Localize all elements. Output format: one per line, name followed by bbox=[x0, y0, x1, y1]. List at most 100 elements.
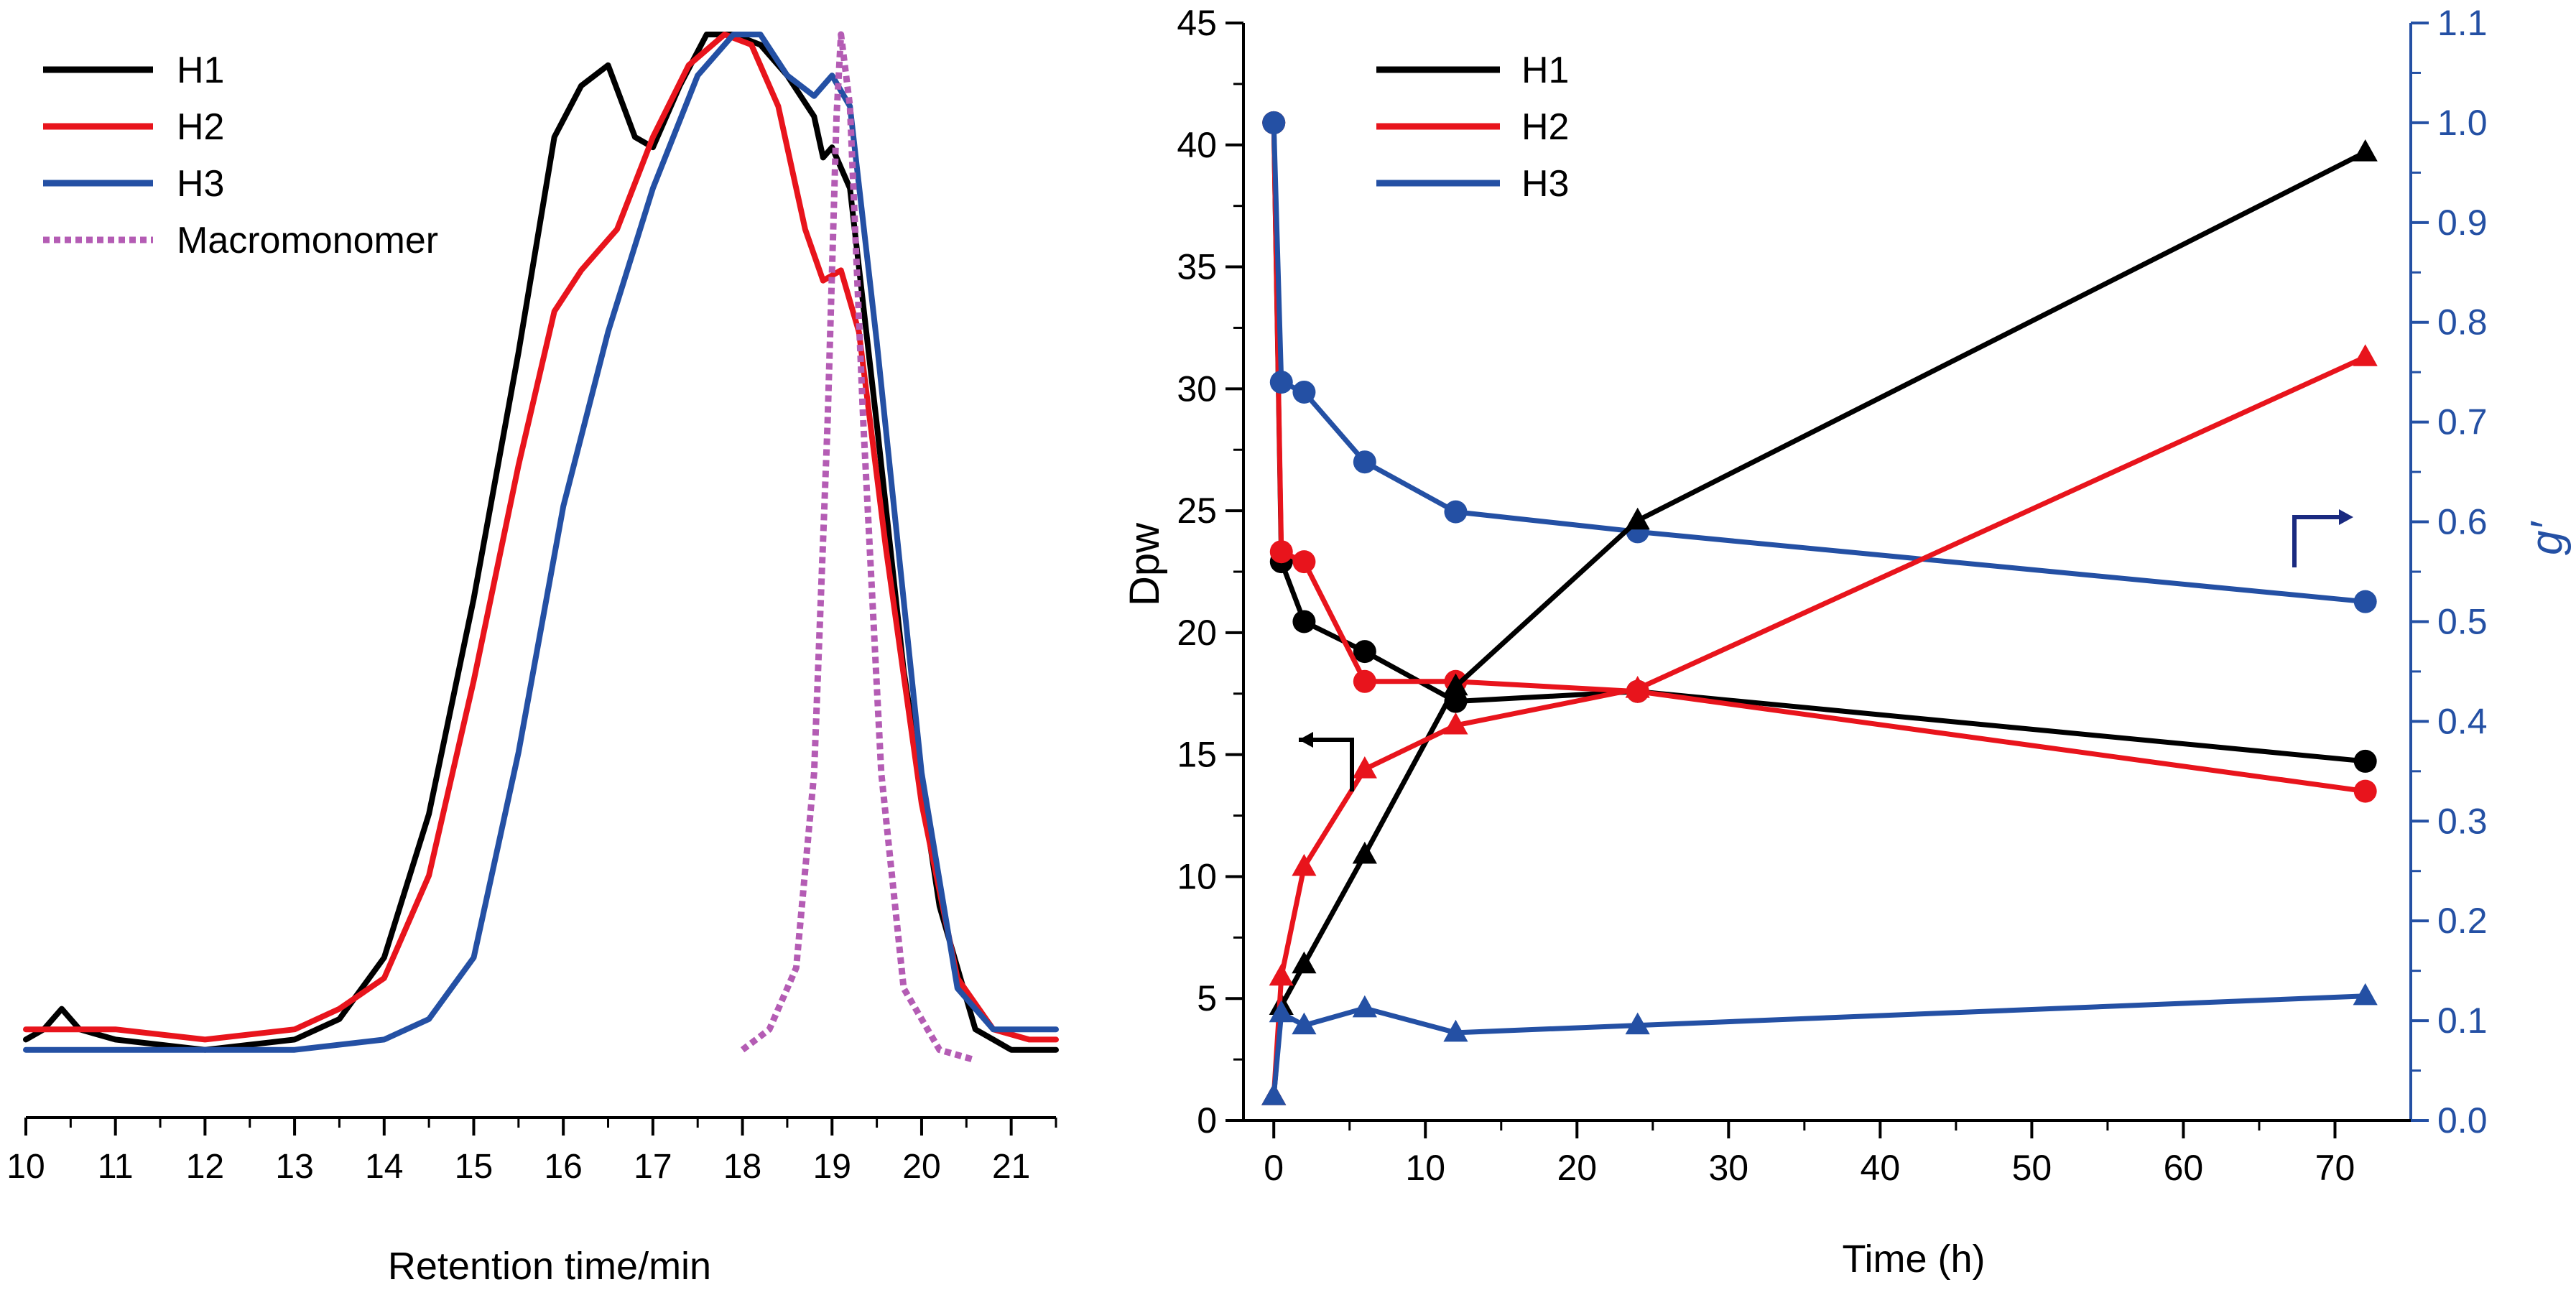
right-marker-triangle-h3 bbox=[2353, 983, 2378, 1006]
left-x-tick-label: 11 bbox=[98, 1148, 134, 1186]
left-x-tick-label: 15 bbox=[455, 1148, 493, 1186]
left-series-line-h3 bbox=[23, 32, 1059, 1053]
right-right-y-tick-label: 0.0 bbox=[2437, 1100, 2488, 1141]
left-axis-arrowhead bbox=[1299, 732, 1313, 748]
right-x-tick-label: 10 bbox=[1405, 1148, 1445, 1188]
left-x-axis: 10 11 12 13 14 15 16 17 18 19 20 21 bbox=[6, 1116, 1057, 1186]
right-left-y-tick-label: 45 bbox=[1177, 3, 1217, 43]
right-marker-triangle-h2 bbox=[1269, 963, 1294, 986]
right-right-y-tick-label: 1.0 bbox=[2437, 103, 2488, 143]
right-marker-circle-h3 bbox=[1353, 450, 1376, 474]
right-right-y-tick-label: 0.7 bbox=[2437, 402, 2488, 442]
right-x-tick-label: 40 bbox=[1861, 1148, 1901, 1188]
right-legend-label-h1: H1 bbox=[1521, 50, 1569, 91]
left-x-tick-label: 16 bbox=[544, 1148, 582, 1186]
right-marker-triangle-h2 bbox=[1443, 712, 1468, 735]
right-marker-triangle-h2 bbox=[2353, 344, 2378, 366]
left-x-tick-label: 17 bbox=[634, 1148, 672, 1186]
right-marker-triangle-h3 bbox=[1292, 1012, 1317, 1035]
right-marker-triangle-h3 bbox=[1443, 1019, 1468, 1042]
left-x-axis-label: Retention time/min bbox=[388, 1245, 711, 1288]
right-marker-circle-h3 bbox=[1269, 371, 1293, 394]
right-right-y-tick-label: 0.6 bbox=[2437, 502, 2488, 542]
right-marker-triangle-h3 bbox=[1625, 1012, 1650, 1035]
right-marker-circle-h1 bbox=[1292, 610, 1316, 633]
right-series-line-h2-dpw bbox=[1271, 355, 2367, 1097]
left-chart-series bbox=[23, 31, 1059, 1064]
right-series-line-h1-g-prime bbox=[1271, 122, 2366, 764]
right-left-y-tick-label: 5 bbox=[1197, 978, 1217, 1018]
right-legend: H1 H2 H3 bbox=[1376, 50, 1569, 205]
right-chart-series bbox=[1261, 111, 2378, 1105]
right-marker-triangle-h1 bbox=[1352, 841, 1377, 864]
left-legend-label-h1: H1 bbox=[177, 50, 224, 91]
right-x-tick-label: 20 bbox=[1557, 1148, 1597, 1188]
right-right-y-tick-label: 0.1 bbox=[2437, 1000, 2488, 1041]
right-left-y-tick-label: 10 bbox=[1177, 856, 1217, 896]
right-right-y-tick-label: 0.9 bbox=[2437, 203, 2488, 243]
right-left-y-tick-label: 40 bbox=[1177, 125, 1217, 165]
right-legend-label-h3: H3 bbox=[1521, 163, 1569, 205]
right-axis-arrowhead bbox=[2339, 509, 2353, 525]
right-marker-triangle-h2 bbox=[1625, 675, 1650, 698]
right-marker-triangle-h2 bbox=[1352, 756, 1377, 779]
right-x-tick-label: 60 bbox=[2164, 1148, 2204, 1188]
right-marker-circle-h3 bbox=[1262, 111, 1286, 134]
right-x-axis-label: Time (h) bbox=[1843, 1238, 1986, 1281]
left-legend: H1 H2 H3 Macromonomer bbox=[43, 50, 438, 261]
left-x-tick-label: 19 bbox=[813, 1148, 851, 1186]
left-legend-label-h3: H3 bbox=[177, 163, 224, 205]
left-x-tick-label: 20 bbox=[902, 1148, 940, 1186]
right-marker-circle-h2 bbox=[2353, 779, 2377, 803]
right-marker-circle-h2 bbox=[1292, 550, 1316, 574]
right-marker-triangle-h2 bbox=[1292, 853, 1317, 876]
right-right-y-tick-label: 0.2 bbox=[2437, 901, 2488, 941]
right-chart-dpw-g-prime: 0 10 20 30 40 50 60 70 0 5 10 15 20 25 30 35 40 45 0.0 0.1 0… bbox=[1121, 3, 2572, 1281]
right-right-y-tick-label: 0.3 bbox=[2437, 801, 2488, 841]
right-marker-circle-h2 bbox=[1269, 540, 1293, 564]
right-legend-label-h2: H2 bbox=[1521, 106, 1569, 148]
right-marker-circle-h3 bbox=[1292, 380, 1316, 404]
right-marker-triangle-h3 bbox=[1352, 995, 1377, 1018]
left-x-tick-label: 14 bbox=[365, 1148, 403, 1186]
right-marker-triangle-h1 bbox=[1292, 951, 1317, 974]
right-left-y-tick-label: 30 bbox=[1177, 368, 1217, 409]
left-x-tick-label: 13 bbox=[275, 1148, 313, 1186]
left-series-line-h2 bbox=[23, 32, 1059, 1043]
left-legend-label-macromonomer: Macromonomer bbox=[177, 220, 438, 261]
right-marker-triangle-h3 bbox=[1261, 1083, 1287, 1105]
right-right-y-tick-label: 0.4 bbox=[2437, 701, 2488, 741]
right-x-tick-label: 0 bbox=[1264, 1148, 1284, 1188]
right-x-tick-label: 50 bbox=[2012, 1148, 2052, 1188]
left-x-tick-label: 12 bbox=[186, 1148, 224, 1186]
right-marker-circle-h1 bbox=[2353, 749, 2377, 773]
right-marker-triangle-h1 bbox=[1443, 673, 1468, 696]
right-marker-triangle-h1 bbox=[1625, 507, 1650, 530]
right-x-tick-label: 70 bbox=[2315, 1148, 2355, 1188]
right-series-line-h3-dpw bbox=[1271, 993, 2366, 1097]
right-left-y-tick-label: 0 bbox=[1197, 1100, 1217, 1141]
left-x-tick-label: 21 bbox=[992, 1148, 1030, 1186]
right-right-y-tick-label: 1.1 bbox=[2437, 3, 2488, 43]
right-marker-triangle-h1 bbox=[2353, 139, 2378, 162]
right-left-y-tick-label: 35 bbox=[1177, 247, 1217, 287]
left-axis-arrow bbox=[1299, 738, 1354, 791]
right-marker-circle-h2 bbox=[1353, 669, 1376, 693]
right-right-y-tick-label: 0.5 bbox=[2437, 601, 2488, 641]
right-right-y-tick-label: 0.8 bbox=[2437, 302, 2488, 343]
right-marker-triangle-h3 bbox=[1269, 1000, 1294, 1023]
right-marker-circle-h1 bbox=[1353, 640, 1376, 664]
left-x-tick-label: 10 bbox=[6, 1148, 45, 1186]
left-series-line-macromonomer bbox=[740, 31, 977, 1064]
right-marker-circle-h3 bbox=[1444, 500, 1468, 524]
right-left-y-tick-label: 25 bbox=[1177, 491, 1217, 531]
left-legend-label-h2: H2 bbox=[177, 106, 224, 148]
right-left-y-tick-label: 15 bbox=[1177, 735, 1217, 775]
right-x-tick-label: 30 bbox=[1709, 1148, 1749, 1188]
right-y2-axis-label: g′ bbox=[2522, 521, 2572, 555]
right-axes: 0 10 20 30 40 50 60 70 0 5 10 15 20 25 30 35 40 45 0.0 0.1 0… bbox=[1177, 3, 2487, 1188]
right-left-y-tick-label: 20 bbox=[1177, 613, 1217, 653]
axis-assignment-arrows bbox=[1299, 509, 2353, 791]
left-x-tick-label: 18 bbox=[723, 1148, 761, 1186]
